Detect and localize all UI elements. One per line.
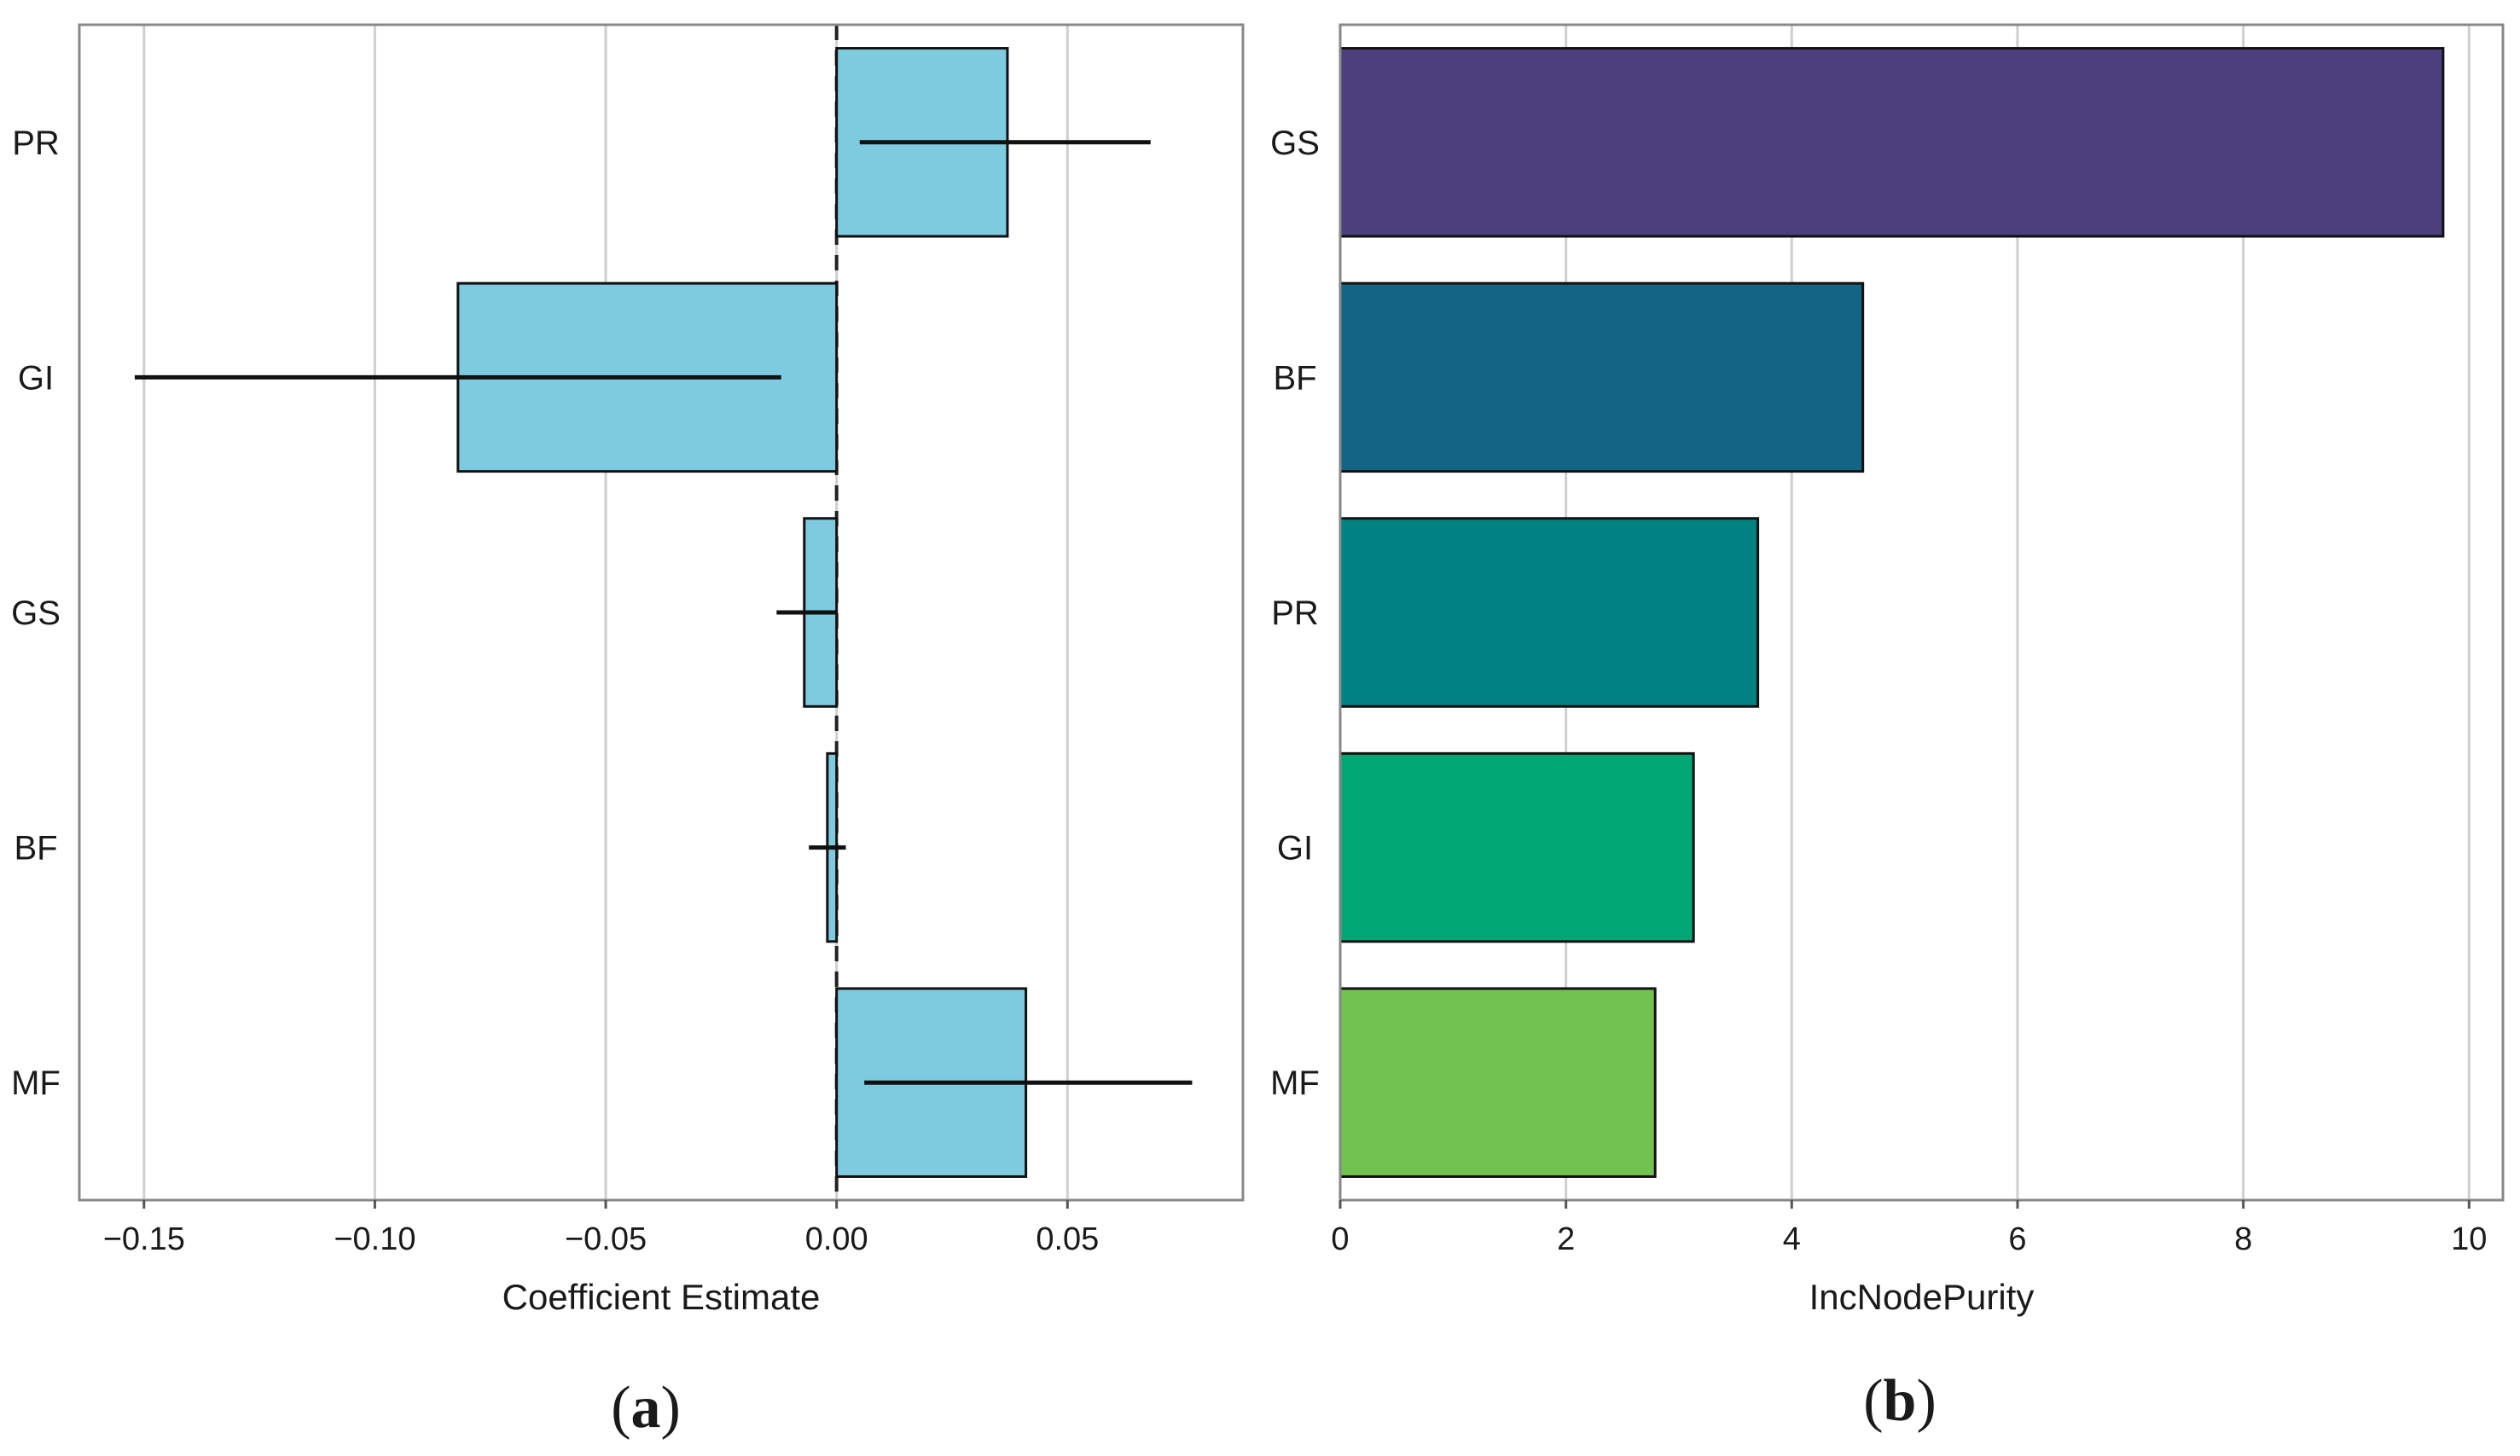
panel-b-x-ticks: 0 2 4 6 8 10 bbox=[1331, 1200, 2487, 1257]
panel-a-tick-label: −0.10 bbox=[334, 1221, 415, 1257]
panel-a-category-label: PR bbox=[12, 125, 60, 162]
panel-b-category-label: GS bbox=[1270, 125, 1320, 162]
panel-a-bars bbox=[456, 47, 1028, 1178]
panel-a-error-bars bbox=[134, 140, 1193, 1085]
panel-b-category-label: GI bbox=[1277, 830, 1313, 867]
panel-b-tick-label: 8 bbox=[2234, 1221, 2252, 1257]
panel-b-tick-label: 10 bbox=[2451, 1221, 2487, 1257]
panel-a-tick-label: 0.05 bbox=[1036, 1221, 1099, 1257]
panel-b-category-label: MF bbox=[1270, 1064, 1320, 1102]
panel-b-bar-gi bbox=[1338, 751, 1695, 943]
panel-a-x-ticks: −0.15 −0.10 −0.05 0.00 0.05 bbox=[103, 1200, 1099, 1257]
panel-a-label: (a) bbox=[611, 1375, 681, 1441]
panel-b-label-close: ) bbox=[1916, 1368, 1936, 1434]
panel-a-chart: −0.15 −0.10 −0.05 0.00 0.05 PR GI GS BF MF Coeff… bbox=[11, 23, 1245, 1441]
panel-a-x-axis-label: Coefficient Estimate bbox=[502, 1277, 821, 1317]
panel-b-chart: 0 2 4 6 8 10 GS BF PR GI MF IncNodePurity (b) bbox=[1270, 23, 2505, 1434]
panel-a-tick-label: 0.00 bbox=[805, 1221, 868, 1257]
panel-b-label: (b) bbox=[1863, 1368, 1936, 1434]
panel-a-tick-label: −0.15 bbox=[103, 1221, 185, 1257]
panel-b-bar-pr bbox=[1338, 517, 1760, 708]
panel-b-tick-label: 2 bbox=[1557, 1221, 1575, 1257]
panel-a-label-letter: a bbox=[631, 1375, 661, 1441]
panel-b-label-letter: b bbox=[1884, 1368, 1917, 1434]
panel-a-category-label: BF bbox=[14, 830, 57, 867]
panel-b-category-label: PR bbox=[1271, 595, 1319, 632]
panel-a-label-close: ) bbox=[661, 1375, 681, 1441]
panel-b-bar-mf bbox=[1338, 987, 1657, 1178]
panel-a-category-labels: PR GI GS BF MF bbox=[11, 125, 61, 1102]
panel-b-bars bbox=[1338, 47, 2445, 1178]
panel-b-category-labels: GS BF PR GI MF bbox=[1270, 125, 1320, 1102]
panel-a-category-label: GI bbox=[18, 359, 54, 397]
panel-b-plot-frame bbox=[1338, 23, 2505, 1202]
panel-b-x-axis-label: IncNodePurity bbox=[1809, 1277, 2035, 1317]
panel-a-category-label: GS bbox=[11, 595, 61, 632]
panel-b-tick-label: 0 bbox=[1331, 1221, 1349, 1257]
panel-b-label-open: ( bbox=[1863, 1368, 1883, 1434]
panel-b-category-label: BF bbox=[1273, 359, 1316, 397]
panel-b-tick-label: 4 bbox=[1783, 1221, 1801, 1257]
panel-b-tick-label: 6 bbox=[2008, 1221, 2026, 1257]
panel-a-tick-label: −0.05 bbox=[565, 1221, 647, 1257]
panel-b-bar-bf bbox=[1338, 281, 1865, 473]
panel-a-category-label: MF bbox=[11, 1064, 61, 1102]
panel-a-plot-frame bbox=[78, 23, 1245, 1202]
panel-b-bar-gs bbox=[1338, 47, 2445, 238]
panel-a-label-open: ( bbox=[611, 1375, 630, 1441]
